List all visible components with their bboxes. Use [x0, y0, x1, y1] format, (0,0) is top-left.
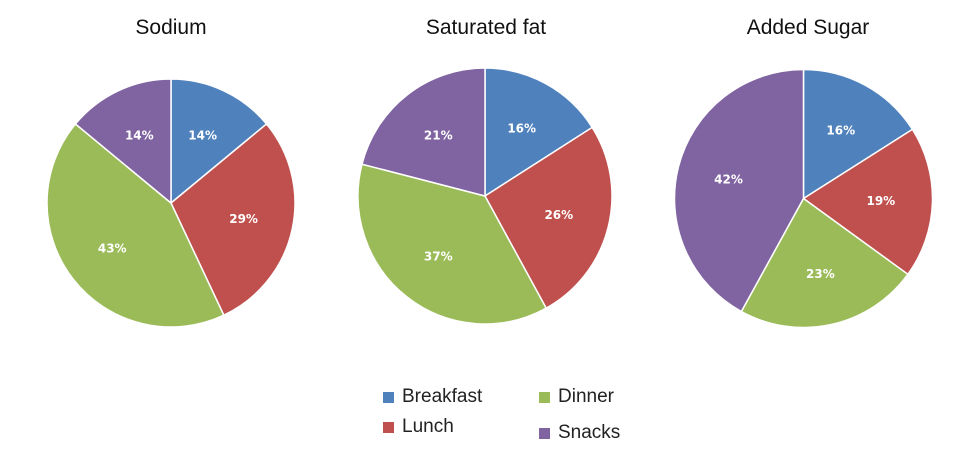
pie-slice-saturated-fat-lunch — [484, 126, 613, 310]
pie-slice-added-sugar-snacks — [673, 68, 805, 313]
pie-slice-saturated-fat-breakfast — [484, 67, 594, 198]
pie-label-sodium-snacks: 14% — [125, 129, 154, 143]
pie-slice-added-sugar-lunch — [802, 128, 934, 276]
pie-chart-added-sugar: 16% 19% 23% 42% — [673, 68, 934, 329]
chart-title-added-sugar: Added Sugar — [746, 16, 870, 39]
chart-title-saturated-fat: Saturated fat — [425, 16, 547, 39]
pie-label-saturated-fat-dinner: 37% — [424, 250, 453, 264]
pie-chart-saturated-fat: 16% 26% 37% 21% — [357, 67, 613, 325]
pie-label-sodium-breakfast: 14% — [188, 129, 217, 143]
legend: Breakfast Lunch Dinner Snacks — [383, 384, 663, 448]
pie-chart-sodium: 14% 29% 43% 14% — [46, 78, 296, 328]
pie-label-added-sugar-snacks: 42% — [714, 172, 743, 186]
pie-label-saturated-fat-breakfast: 16% — [507, 122, 536, 136]
legend-label-lunch: Lunch — [402, 416, 454, 437]
pie-slice-saturated-fat-snacks — [361, 67, 486, 197]
pie-slice-sodium-breakfast — [170, 78, 268, 205]
legend-item-lunch: Lunch — [383, 416, 454, 438]
pie-slice-sodium-dinner — [46, 122, 225, 328]
legend-label-breakfast: Breakfast — [402, 386, 483, 407]
pie-label-sodium-lunch: 29% — [229, 212, 258, 226]
legend-item-breakfast: Breakfast — [383, 386, 482, 408]
pie-slice-added-sugar-dinner — [740, 197, 909, 329]
chart-title-sodium: Sodium — [135, 16, 207, 39]
legend-label-snacks: Snacks — [558, 422, 621, 443]
pie-label-added-sugar-lunch: 19% — [866, 194, 895, 208]
legend-label-dinner: Dinner — [558, 386, 614, 407]
legend-item-dinner: Dinner — [539, 386, 614, 408]
pie-slice-added-sugar-breakfast — [802, 68, 914, 200]
pie-slice-sodium-snacks — [74, 78, 172, 205]
pie-label-saturated-fat-lunch: 26% — [544, 208, 573, 222]
legend-swatch-dinner — [539, 391, 550, 403]
legend-swatch-lunch — [383, 421, 394, 433]
pie-label-added-sugar-breakfast: 16% — [826, 124, 855, 138]
legend-item-snacks: Snacks — [539, 422, 620, 444]
pie-label-added-sugar-dinner: 23% — [806, 267, 835, 281]
legend-swatch-snacks — [539, 427, 550, 439]
pie-label-sodium-dinner: 43% — [98, 242, 127, 256]
legend-swatch-breakfast — [383, 391, 394, 403]
pie-label-saturated-fat-snacks: 21% — [424, 128, 453, 142]
pie-slice-saturated-fat-dinner — [357, 163, 548, 325]
